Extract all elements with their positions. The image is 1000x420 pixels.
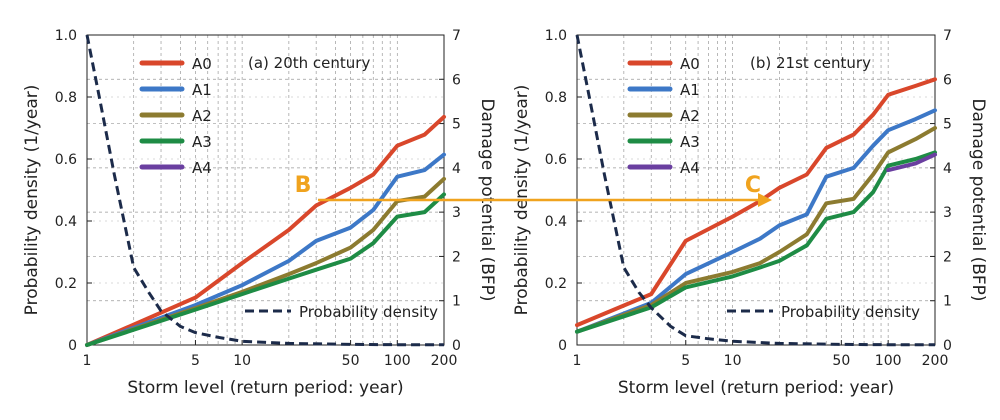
y2-tick-label: 6 [452,72,461,88]
legend-label: A3 [192,133,212,151]
legend-label: A4 [192,159,212,177]
x-tick-label: 200 [922,353,949,369]
x-tick-label: 10 [724,353,742,369]
y-tick-label: 1.0 [545,28,567,44]
y2-tick-label: 4 [943,161,952,177]
panel-b: 1 5 10 50 100 20000.20.40.60.81.001234567Stor… [512,28,988,398]
b-to-c-arrow [318,193,772,207]
panel-label: (a) 20th century [248,54,370,72]
series-line-a0 [575,77,937,328]
legend-label: A3 [680,133,700,151]
annotation-b: B [295,173,312,198]
legend-label: A0 [192,55,212,73]
arrow-head [758,193,772,207]
legend-label: A2 [680,107,700,125]
x-tick-label: 50 [832,353,850,369]
series-line-probability-density [85,34,444,347]
x-tick-label: 1 [83,353,92,369]
x-tick-label: 5 [191,353,200,369]
y-tick-label: 0 [68,338,77,354]
y2-tick-label: 1 [452,294,461,310]
y-tick-label: 0.2 [545,276,567,292]
y-tick-label: 0.8 [545,90,567,106]
legend-label: A2 [192,107,212,125]
y2-tick-label: 1 [943,294,952,310]
plot-frame [576,34,936,346]
x-tick-label: 10 [233,353,251,369]
y2-axis-label: Damage potential (BFP) [968,98,988,301]
y2-tick-label: 3 [452,205,461,221]
y-tick-label: 0.8 [55,90,77,106]
y2-tick-label: 0 [452,338,461,354]
series-line-probability-density [575,34,935,347]
y2-tick-label: 3 [943,205,952,221]
y2-tick-label: 0 [943,338,952,354]
x-tick-label: 200 [431,353,458,369]
x-tick-label: 50 [342,353,360,369]
legend-label: A1 [680,81,700,99]
series-line-a1 [85,152,446,347]
y2-tick-label: 7 [943,28,952,44]
legend-label: A0 [680,55,700,73]
y-tick-label: 0 [558,338,567,354]
x-tick-label: 5 [681,353,690,369]
x-tick-label: 1 [573,353,582,369]
legend-label: Probability density [781,303,920,321]
y2-tick-label: 2 [452,249,461,265]
y-tick-label: 0.4 [55,214,77,230]
series-line-a1 [575,108,937,334]
y-tick-label: 1.0 [55,28,77,44]
series-line-a2 [575,126,937,334]
y-axis-label: Probability density (1/year) [22,85,42,316]
x-axis-label: Storm level (return period: year) [618,378,894,398]
panel-label: (b) 21st century [750,54,871,72]
x-axis-label: Storm level (return period: year) [127,378,403,398]
y2-tick-label: 5 [452,117,461,133]
panel-a: 1 5 10 50 100 20000.20.40.60.81.001234567Stor… [22,28,497,398]
y2-tick-label: 6 [943,72,952,88]
legend-label: Probability density [299,303,438,321]
x-tick-label: 100 [384,353,411,369]
series-line-a0 [85,114,446,347]
series-line-a3 [85,192,446,347]
y-tick-label: 0.2 [55,276,77,292]
legend-label: A4 [680,159,700,177]
x-tick-label: 100 [875,353,902,369]
y2-tick-label: 7 [452,28,461,44]
series-line-a4 [886,152,937,173]
annotation-c: C [745,173,761,198]
plot-frame [86,34,445,346]
y-tick-label: 0.4 [545,214,567,230]
y2-tick-label: 5 [943,117,952,133]
y2-tick-label: 4 [452,161,461,177]
y2-tick-label: 2 [943,249,952,265]
y-tick-label: 0.6 [545,152,567,168]
series-line-a3 [575,150,937,334]
legend-label: A1 [192,81,212,99]
y-tick-label: 0.6 [55,152,77,168]
